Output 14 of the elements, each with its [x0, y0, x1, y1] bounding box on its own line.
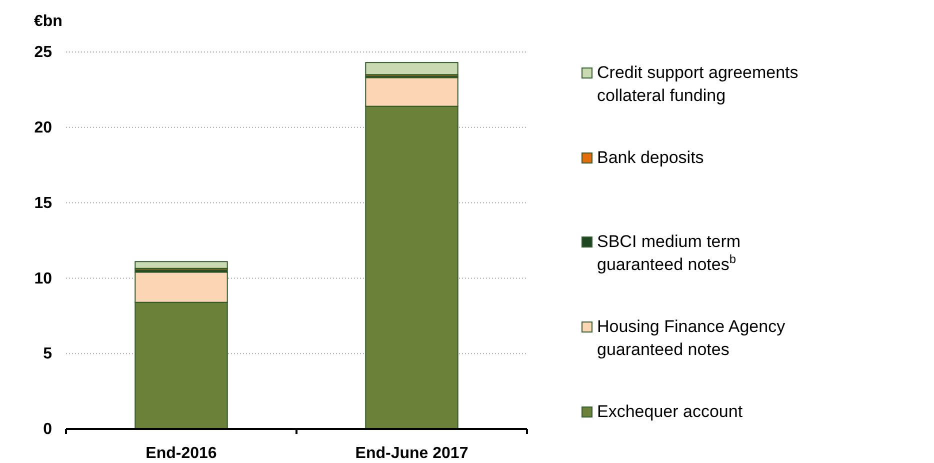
y-tick-label: 20 — [34, 120, 52, 137]
x-tick-label: End-2016 — [146, 445, 217, 462]
legend-label: Exchequer account — [597, 402, 743, 421]
y-tick-label: 10 — [34, 270, 52, 288]
legend-label: SBCI medium term guaranteed notes$^{b}$ — [597, 232, 741, 274]
y-tick-label: 5 — [43, 346, 52, 363]
y-tick-label: 25 — [34, 44, 52, 62]
y-tick-label: 15 — [34, 194, 52, 212]
y-tick-label: 0 — [43, 421, 52, 438]
legend-label: Housing Finance Agency guaranteed notes — [597, 317, 786, 359]
y-axis-title: €bn — [34, 13, 62, 30]
x-tick-label: End-June 2017 — [355, 445, 468, 462]
legend-label: Credit support agreements collateral funding — [597, 63, 798, 105]
legend-label: Bank deposits — [597, 148, 704, 167]
